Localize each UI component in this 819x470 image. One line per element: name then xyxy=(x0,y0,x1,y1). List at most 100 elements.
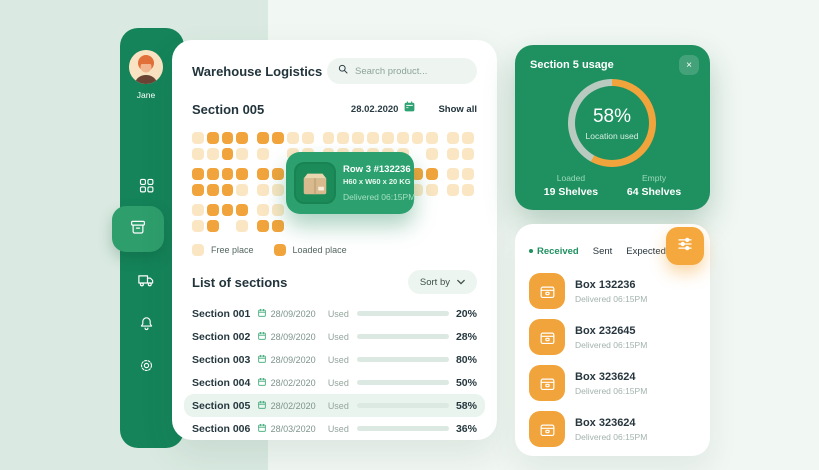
date-picker[interactable]: 28.02.2020 xyxy=(351,100,417,118)
sidebar-item-notifications[interactable] xyxy=(120,314,172,338)
shelf-cell-free[interactable] xyxy=(462,168,474,180)
box-list: Box 132236 Delivered 06:15PM Box 232645 Del… xyxy=(529,273,696,447)
sidebar-item-deliveries[interactable] xyxy=(120,270,172,294)
shelf-cell-free[interactable] xyxy=(257,184,270,196)
shelf-cell-free[interactable] xyxy=(286,132,299,144)
sort-by-dropdown[interactable]: Sort by xyxy=(407,270,477,294)
section-date: 28/02/2020 xyxy=(257,377,328,389)
shelf-cell-loaded[interactable] xyxy=(236,204,249,216)
usage-card-title: Section 5 usage xyxy=(530,59,614,71)
box-icon xyxy=(529,411,565,447)
shelf-cell-empty xyxy=(412,148,424,160)
shelf-cell-loaded[interactable] xyxy=(236,168,249,180)
shelf-cell-free[interactable] xyxy=(447,132,460,144)
shelf-cell-free[interactable] xyxy=(337,132,350,144)
shelf-cell-free[interactable] xyxy=(447,168,460,180)
used-label: Used xyxy=(327,308,349,319)
shelf-cell-loaded[interactable] xyxy=(272,132,284,144)
table-row[interactable]: Section 002 28/09/2020 Used 28% xyxy=(184,325,485,348)
page-title: Warehouse Logistics xyxy=(192,63,323,79)
shelf-cell-loaded[interactable] xyxy=(221,168,234,180)
sidebar-item-settings[interactable] xyxy=(120,356,172,380)
shelf-cell-loaded[interactable] xyxy=(206,220,219,232)
shelf-cell-free[interactable] xyxy=(236,220,249,232)
shelf-cell-loaded[interactable] xyxy=(257,132,270,144)
table-row[interactable]: Section 004 28/02/2020 Used 50% xyxy=(184,371,485,394)
search-bar[interactable] xyxy=(327,58,477,84)
avatar[interactable] xyxy=(129,50,163,84)
shelf-cell-free[interactable] xyxy=(236,148,249,160)
shelf-cell-loaded[interactable] xyxy=(206,132,219,144)
tab-received[interactable]: Received xyxy=(529,246,579,257)
shelf-cell-free[interactable] xyxy=(192,204,204,216)
shelf-cell-empty xyxy=(367,220,379,232)
shelf-cell-free[interactable] xyxy=(411,132,424,144)
shelf-cell-free[interactable] xyxy=(426,132,439,144)
shelf-cell-free[interactable] xyxy=(272,204,284,216)
shelf-cell-free[interactable] xyxy=(426,148,439,160)
usage-bar xyxy=(356,403,449,408)
shelf-cell-free[interactable] xyxy=(257,148,270,160)
shelf-cell-free[interactable] xyxy=(301,132,314,144)
stat-empty-label: Empty xyxy=(641,173,667,183)
box-status: Delivered 06:15PM xyxy=(575,385,648,396)
close-icon[interactable]: × xyxy=(679,55,699,75)
list-item[interactable]: Box 323624 Delivered 06:15PM xyxy=(529,411,696,447)
shelf-cell-free[interactable] xyxy=(236,184,249,196)
search-input[interactable] xyxy=(355,65,465,77)
shelf-cell-free[interactable] xyxy=(206,148,219,160)
shelf-cell-loaded[interactable] xyxy=(411,168,424,180)
shelf-cell-loaded[interactable] xyxy=(221,184,234,196)
tab-sent[interactable]: Sent xyxy=(592,245,613,257)
sidebar-item-dashboard[interactable] xyxy=(120,176,172,200)
shelf-cell-loaded[interactable] xyxy=(257,168,270,180)
shelf-cell-loaded[interactable] xyxy=(272,168,284,180)
shelf-cell-loaded[interactable] xyxy=(192,168,204,180)
section-name: Section 006 xyxy=(192,422,251,435)
table-row[interactable]: Section 006 28/03/2020 Used 36% xyxy=(184,417,485,440)
list-item[interactable]: Box 132236 Delivered 06:15PM xyxy=(529,273,696,309)
shelf-cell-loaded[interactable] xyxy=(236,132,249,144)
section-percent: 20% xyxy=(455,307,477,320)
shelf-cell-free[interactable] xyxy=(462,184,474,196)
shelf-cell-free[interactable] xyxy=(462,148,474,160)
shelf-cell-free[interactable] xyxy=(192,148,204,160)
shelf-cell-free[interactable] xyxy=(257,204,270,216)
list-item[interactable]: Box 323624 Delivered 06:15PM xyxy=(529,365,696,401)
list-item[interactable]: Box 232645 Delivered 06:15PM xyxy=(529,319,696,355)
table-row[interactable]: Section 005 28/02/2020 Used 58% xyxy=(184,394,485,417)
table-row[interactable]: Section 003 28/09/2020 Used 80% xyxy=(184,348,485,371)
shelf-cell-free[interactable] xyxy=(352,132,365,144)
filter-button[interactable] xyxy=(666,227,704,265)
shelf-cell-free[interactable] xyxy=(322,132,335,144)
shelf-cell-loaded[interactable] xyxy=(206,204,219,216)
shelf-cell-free[interactable] xyxy=(426,184,439,196)
shelf-cell-free[interactable] xyxy=(367,132,379,144)
shelf-cell-loaded[interactable] xyxy=(221,148,234,160)
sidebar-item-warehouse[interactable] xyxy=(112,206,164,252)
shelf-cell-free[interactable] xyxy=(411,184,424,196)
shelf-cell-free[interactable] xyxy=(381,132,394,144)
gear-icon xyxy=(138,357,155,379)
shelf-cell-free[interactable] xyxy=(447,184,460,196)
stat-loaded-value: 19 Shelves xyxy=(543,186,599,198)
shelf-cell-loaded[interactable] xyxy=(257,220,270,232)
shelf-cell-free[interactable] xyxy=(192,132,204,144)
table-row[interactable]: Section 001 28/09/2020 Used 20% xyxy=(184,302,485,325)
shelf-cell-loaded[interactable] xyxy=(206,184,219,196)
shelf-cell-free[interactable] xyxy=(192,220,204,232)
shelf-cell-empty xyxy=(337,220,349,232)
tab-expected[interactable]: Expected xyxy=(626,245,666,257)
shelf-cell-loaded[interactable] xyxy=(272,220,284,232)
shelf-cell-loaded[interactable] xyxy=(426,168,439,180)
shelf-cell-free[interactable] xyxy=(396,132,409,144)
show-all-link[interactable]: Show all xyxy=(438,103,477,115)
shelf-cell-free[interactable] xyxy=(462,132,474,144)
shelf-cell-free[interactable] xyxy=(447,148,460,160)
shelf-cell-loaded[interactable] xyxy=(192,184,204,196)
shelf-cell-loaded[interactable] xyxy=(221,132,234,144)
shelf-cell-free[interactable] xyxy=(272,184,284,196)
shelf-cell-loaded[interactable] xyxy=(221,204,234,216)
shelf-cell-loaded[interactable] xyxy=(206,168,219,180)
usage-bar xyxy=(356,311,449,316)
